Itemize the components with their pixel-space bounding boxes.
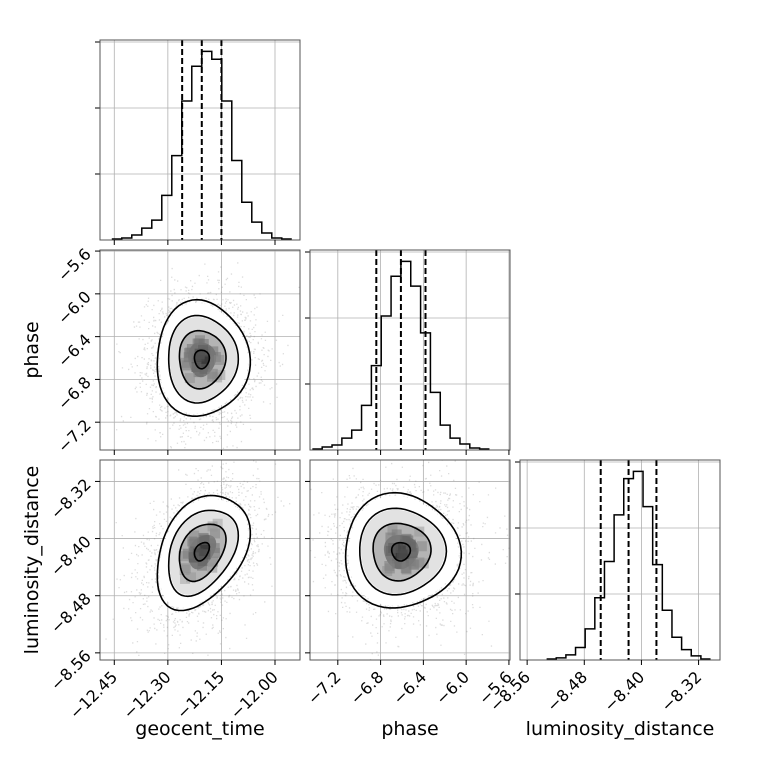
density-cell bbox=[188, 552, 199, 563]
density-cell bbox=[180, 357, 191, 368]
density-cell bbox=[400, 563, 411, 574]
density-cell bbox=[188, 530, 199, 541]
density-cell bbox=[207, 562, 218, 573]
density-cell bbox=[391, 529, 402, 540]
density-cell bbox=[396, 550, 407, 561]
density-cell bbox=[208, 556, 219, 567]
density-cell bbox=[407, 547, 418, 558]
density-cell bbox=[180, 573, 191, 584]
x-axis-label-1: phase bbox=[381, 718, 438, 740]
density-cell bbox=[199, 363, 210, 374]
contour-2 bbox=[372, 522, 432, 582]
contour-2 bbox=[178, 329, 227, 390]
x-axis-label-0: geocent_time bbox=[135, 718, 264, 740]
joint-panel-geocent_time-phase bbox=[100, 250, 300, 450]
panel-frame bbox=[309, 249, 511, 451]
contour-0 bbox=[156, 298, 252, 417]
contour-1 bbox=[167, 509, 240, 598]
contour-3 bbox=[390, 541, 412, 562]
labels-layer: geocent_time phase luminosity_distance p… bbox=[21, 321, 714, 740]
joint-panel-geocent_time-luminosity_distance bbox=[100, 460, 300, 660]
density-cell bbox=[384, 563, 395, 574]
panel-frame bbox=[519, 459, 721, 661]
y-axis-label-luminosity-distance: luminosity_distance bbox=[21, 466, 43, 655]
density-cell bbox=[179, 565, 190, 576]
panel-frame bbox=[99, 249, 301, 451]
density-cell bbox=[385, 532, 396, 543]
panel-frame bbox=[99, 39, 301, 241]
contour-2 bbox=[178, 523, 227, 583]
contour-0 bbox=[156, 494, 252, 612]
density-cell bbox=[198, 339, 209, 350]
density-cell bbox=[405, 539, 416, 550]
density-cell bbox=[193, 367, 204, 378]
contour-1 bbox=[359, 507, 448, 596]
density-cell bbox=[207, 521, 218, 532]
density-cell bbox=[388, 542, 399, 553]
panel-frame bbox=[309, 459, 511, 661]
density-cell bbox=[184, 373, 195, 384]
density-cell bbox=[210, 547, 221, 558]
density-cell bbox=[186, 572, 197, 583]
density-cell bbox=[182, 548, 193, 559]
contour-1 bbox=[167, 314, 240, 404]
density-cell bbox=[194, 348, 205, 359]
density-cell bbox=[416, 541, 427, 552]
x-axis-label-2: luminosity_distance bbox=[526, 718, 715, 740]
density-cell bbox=[200, 549, 211, 560]
panel-frame bbox=[99, 459, 301, 661]
density-cell bbox=[208, 346, 219, 357]
density-cell bbox=[198, 532, 209, 543]
density-cell bbox=[191, 361, 202, 372]
density-cell bbox=[400, 543, 411, 554]
density-cell bbox=[184, 348, 195, 359]
density-cell bbox=[212, 518, 223, 529]
density-cell bbox=[213, 354, 224, 365]
contour-3 bbox=[193, 349, 211, 370]
density-cell bbox=[197, 556, 208, 567]
density-cell bbox=[414, 526, 425, 537]
density-cell bbox=[409, 559, 420, 570]
contour-3 bbox=[193, 541, 211, 562]
joint-panel-phase-luminosity_distance bbox=[310, 460, 510, 660]
contour-0 bbox=[344, 491, 463, 609]
density-cell bbox=[414, 557, 425, 568]
density-cell bbox=[210, 528, 221, 539]
density-cell bbox=[187, 536, 198, 547]
density-cell bbox=[392, 558, 403, 569]
y-axis-label-phase: phase bbox=[21, 321, 43, 378]
density-cell bbox=[206, 371, 217, 382]
